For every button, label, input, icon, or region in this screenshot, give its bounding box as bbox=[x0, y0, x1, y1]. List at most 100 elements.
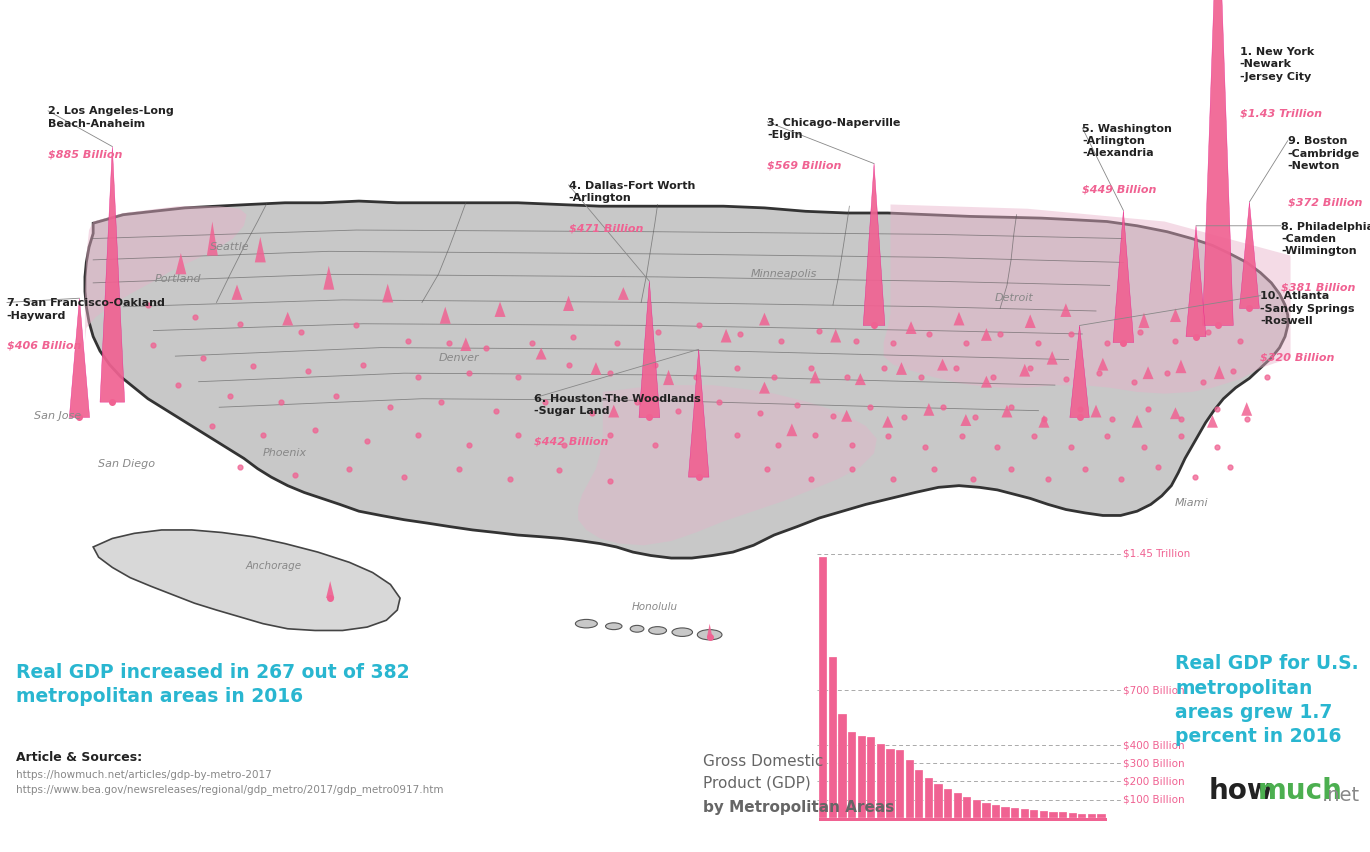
Text: 8. Philadelphia
-Camden
-Wilmington: 8. Philadelphia -Camden -Wilmington bbox=[1281, 222, 1370, 256]
Text: Anchorage: Anchorage bbox=[247, 561, 301, 571]
Bar bbox=[944, 789, 952, 818]
Bar bbox=[973, 800, 981, 818]
Polygon shape bbox=[830, 329, 841, 343]
Text: Article & Sources:: Article & Sources: bbox=[16, 751, 142, 764]
Text: $1.45 Trillion: $1.45 Trillion bbox=[1123, 549, 1191, 559]
Bar bbox=[1001, 807, 1010, 818]
Polygon shape bbox=[638, 281, 660, 417]
Polygon shape bbox=[689, 349, 708, 477]
Polygon shape bbox=[1001, 405, 1012, 417]
Bar bbox=[1097, 815, 1106, 818]
Text: 10. Atlanta
-Sandy Springs
-Roswell: 10. Atlanta -Sandy Springs -Roswell bbox=[1260, 291, 1355, 326]
Text: 9. Boston
-Cambridge
-Newton: 9. Boston -Cambridge -Newton bbox=[1288, 136, 1360, 171]
Text: 2. Los Angeles-Long
Beach-Anaheim: 2. Los Angeles-Long Beach-Anaheim bbox=[48, 106, 174, 129]
Polygon shape bbox=[1070, 325, 1089, 417]
Polygon shape bbox=[495, 302, 506, 317]
Polygon shape bbox=[282, 312, 293, 325]
Polygon shape bbox=[1091, 405, 1101, 417]
Text: Miami: Miami bbox=[1175, 498, 1208, 508]
Polygon shape bbox=[175, 253, 186, 274]
Text: $381 Billion: $381 Billion bbox=[1281, 283, 1355, 293]
Text: Detroit: Detroit bbox=[995, 293, 1033, 303]
Polygon shape bbox=[578, 385, 877, 545]
Polygon shape bbox=[1038, 415, 1049, 428]
Polygon shape bbox=[440, 307, 451, 324]
Polygon shape bbox=[207, 222, 218, 256]
Text: Denver: Denver bbox=[438, 353, 480, 363]
Ellipse shape bbox=[697, 630, 722, 640]
Text: $320 Billion: $320 Billion bbox=[1260, 353, 1334, 363]
Polygon shape bbox=[1170, 308, 1181, 322]
Text: $1.43 Trillion: $1.43 Trillion bbox=[1240, 108, 1322, 118]
Text: $471 Billion: $471 Billion bbox=[569, 223, 643, 233]
Polygon shape bbox=[810, 371, 821, 383]
Text: .net: .net bbox=[1322, 786, 1360, 805]
Text: San Diego: San Diego bbox=[97, 459, 155, 469]
Text: Product (GDP): Product (GDP) bbox=[703, 775, 811, 791]
Polygon shape bbox=[707, 624, 712, 637]
Polygon shape bbox=[326, 581, 334, 598]
Polygon shape bbox=[460, 337, 471, 351]
Text: $300 Billion: $300 Billion bbox=[1123, 758, 1185, 769]
Text: $449 Billion: $449 Billion bbox=[1082, 185, 1156, 195]
Bar bbox=[867, 738, 875, 818]
Polygon shape bbox=[759, 313, 770, 325]
Bar bbox=[1040, 811, 1048, 818]
Polygon shape bbox=[70, 298, 89, 417]
Text: $400 Billion: $400 Billion bbox=[1123, 740, 1185, 750]
Polygon shape bbox=[906, 321, 917, 334]
Text: $372 Billion: $372 Billion bbox=[1288, 198, 1362, 208]
Polygon shape bbox=[841, 410, 852, 422]
Text: much: much bbox=[1258, 777, 1343, 805]
Text: Gross Domestic: Gross Domestic bbox=[703, 753, 823, 769]
Polygon shape bbox=[232, 285, 242, 300]
Bar bbox=[1030, 810, 1038, 818]
Polygon shape bbox=[608, 405, 619, 417]
Bar bbox=[992, 805, 1000, 818]
Polygon shape bbox=[1240, 202, 1259, 308]
Text: Portland: Portland bbox=[155, 274, 201, 285]
Text: $700 Billion: $700 Billion bbox=[1123, 685, 1185, 695]
Text: how: how bbox=[1208, 777, 1273, 805]
Polygon shape bbox=[255, 237, 266, 262]
Bar bbox=[963, 797, 971, 818]
Bar bbox=[1088, 814, 1096, 818]
Polygon shape bbox=[896, 362, 907, 375]
Polygon shape bbox=[1170, 407, 1181, 419]
Polygon shape bbox=[1203, 0, 1233, 325]
Ellipse shape bbox=[630, 625, 644, 632]
Ellipse shape bbox=[671, 628, 692, 636]
Bar bbox=[925, 778, 933, 818]
Polygon shape bbox=[1175, 360, 1186, 373]
Bar bbox=[1049, 812, 1058, 818]
Text: https://howmuch.net/articles/gdp-by-metro-2017
https://www.bea.gov/newsreleases/: https://howmuch.net/articles/gdp-by-metr… bbox=[16, 770, 444, 795]
Polygon shape bbox=[536, 348, 547, 360]
Text: 5. Washington
-Arlington
-Alexandria: 5. Washington -Arlington -Alexandria bbox=[1082, 124, 1173, 158]
Text: $200 Billion: $200 Billion bbox=[1123, 776, 1185, 786]
Polygon shape bbox=[981, 328, 992, 341]
Ellipse shape bbox=[575, 619, 597, 628]
Polygon shape bbox=[721, 329, 732, 343]
Text: 4. Dallas-Fort Worth
-Arlington: 4. Dallas-Fort Worth -Arlington bbox=[569, 181, 695, 203]
Text: Seattle: Seattle bbox=[211, 242, 249, 252]
Text: Honolulu: Honolulu bbox=[632, 602, 678, 612]
Polygon shape bbox=[1132, 415, 1143, 428]
Polygon shape bbox=[85, 201, 1288, 558]
Ellipse shape bbox=[606, 623, 622, 630]
Text: $885 Billion: $885 Billion bbox=[48, 149, 122, 159]
Bar bbox=[877, 744, 885, 818]
Polygon shape bbox=[960, 414, 971, 426]
Polygon shape bbox=[1143, 366, 1154, 379]
Text: Minneapolis: Minneapolis bbox=[751, 269, 817, 279]
Bar bbox=[1059, 813, 1067, 818]
Polygon shape bbox=[1019, 364, 1030, 377]
Polygon shape bbox=[1241, 402, 1252, 416]
Text: by Metropolitan Areas: by Metropolitan Areas bbox=[703, 799, 895, 815]
Polygon shape bbox=[1097, 358, 1108, 371]
Bar bbox=[838, 714, 847, 818]
Polygon shape bbox=[863, 164, 885, 325]
Polygon shape bbox=[590, 362, 601, 375]
Polygon shape bbox=[1214, 366, 1225, 379]
Polygon shape bbox=[382, 284, 393, 302]
Bar bbox=[906, 760, 914, 818]
